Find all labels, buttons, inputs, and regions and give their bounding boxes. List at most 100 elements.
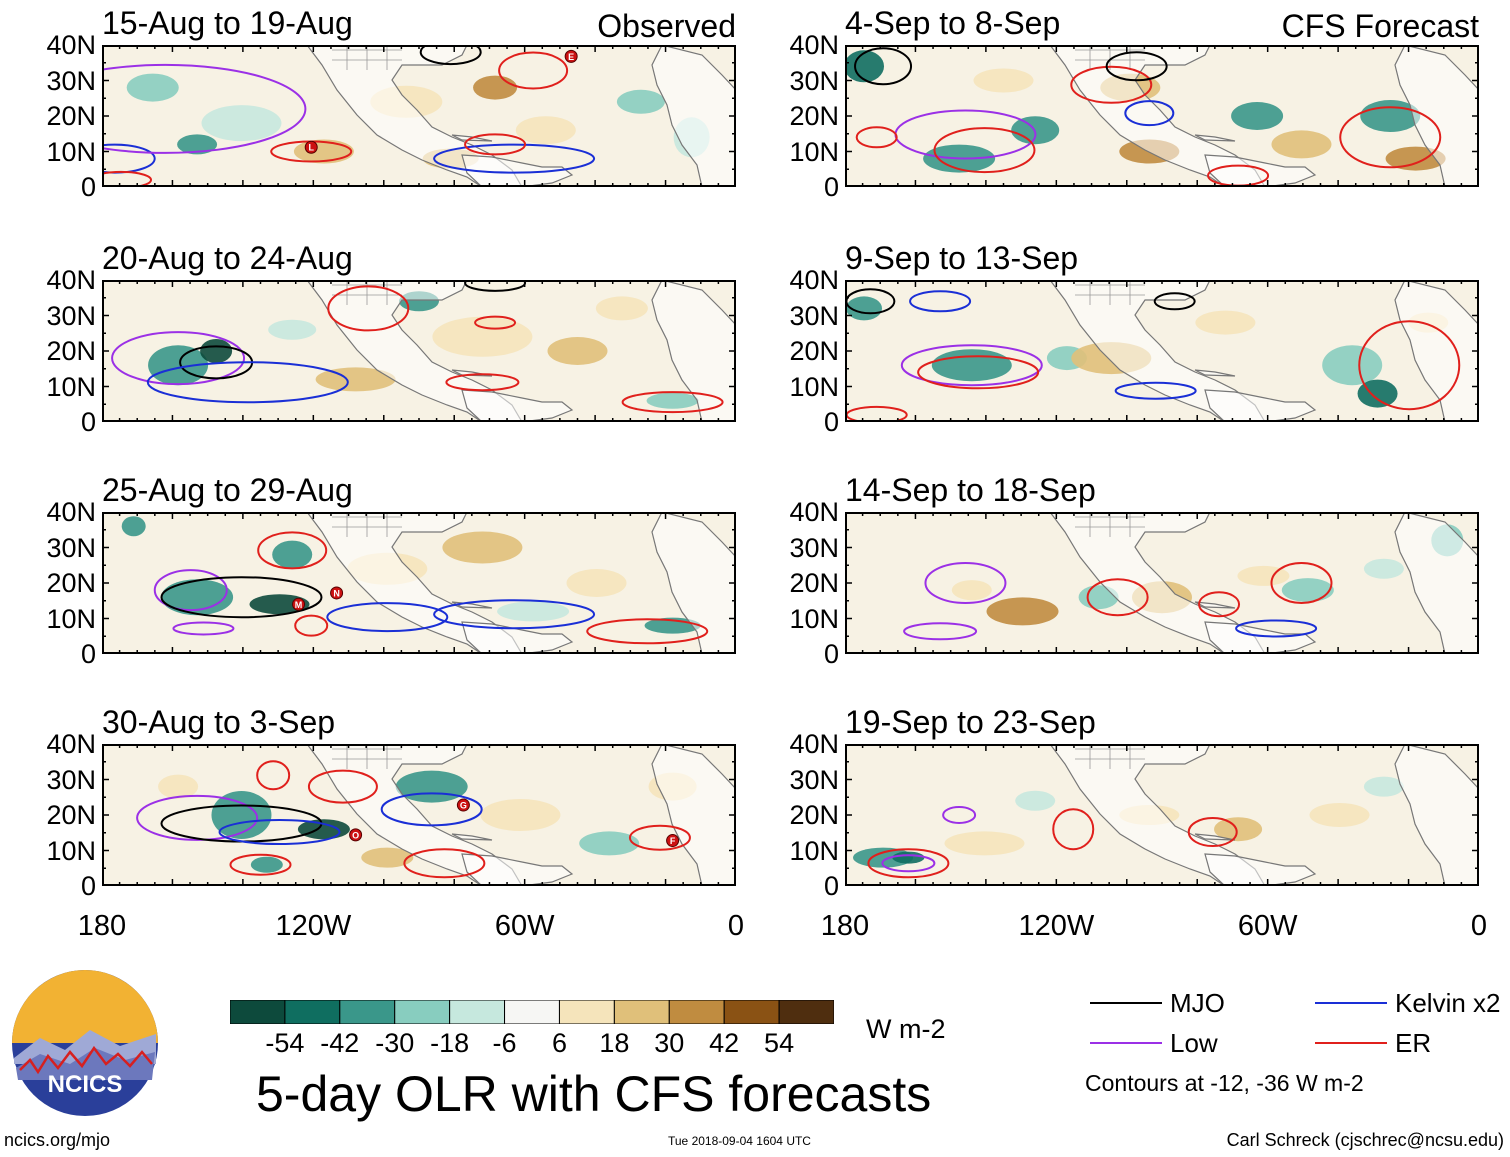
legend-line-mjo: [1090, 1002, 1162, 1004]
observed-panel-1-storm-symbol-0: [564, 49, 578, 63]
forecast-panel-2-ylabel-0: 40N: [789, 265, 839, 295]
forecast-panel-2-plot: [845, 280, 1479, 422]
forecast-panel-3-contour-1: [903, 622, 978, 641]
forecast-panel-3-plot: [845, 512, 1479, 654]
observed-panel-1-contour-6: [419, 45, 482, 66]
observed-panel-4-contour-2: [218, 819, 341, 846]
observed-panel-2-ylabel-2: 20N: [46, 336, 96, 366]
observed-panel-3-ylabel-2: 20N: [46, 568, 96, 598]
forecast-panel-3-africa: [1394, 512, 1479, 654]
observed-panel-2-contour-6: [474, 315, 517, 330]
forecast-panel-2-ylabel-3: 10N: [789, 371, 839, 402]
forecast-panel-1-ylabel-4: 0: [823, 172, 839, 202]
forecast-panel-3-caribbean: [1194, 601, 1236, 609]
colorbar-swatch-1: [284, 1000, 341, 1024]
colorbar-tick-0: -54: [265, 1028, 305, 1058]
observed-panel-2-plot: [102, 280, 736, 422]
observed-panel-3-ylabel-3: 10N: [46, 603, 96, 634]
observed-panel-4-ylabel-0: 40N: [46, 729, 96, 759]
observed-label: Observed: [597, 8, 736, 44]
forecast-panel-3-ylabel-1: 30N: [789, 532, 839, 563]
forecast-panel-2-ylabel-2: 20N: [789, 336, 839, 366]
forecast-panel-2-contour-1: [909, 290, 972, 313]
observed-panel-4-anomaly-8: [250, 856, 283, 873]
forecast-panel-3-contour-5: [1235, 619, 1318, 638]
observed-panel-1-south-america: [461, 154, 574, 187]
forecast-panel-4-anomaly-7: [1363, 776, 1404, 797]
observed-panel-1-contour-1: [102, 170, 153, 187]
legend-label-0: MJO: [1170, 988, 1225, 1018]
legend-note: Contours at -12, -36 W m-2: [1085, 1070, 1364, 1096]
observed-panel-1-ylabel-2: 20N: [46, 101, 96, 131]
forecast-panel-1-anomaly-6: [1271, 130, 1332, 159]
observed-panel-4-contour-0: [136, 794, 259, 841]
observed-panel-1-ylabel-0: 40N: [46, 30, 96, 60]
observed-panel-4-contour-4: [380, 792, 483, 827]
observed-panel-2-contours: [111, 280, 724, 414]
forecast-panel-3-title: 14-Sep to 18-Sep: [845, 472, 1096, 508]
forecast-panel-2-state-borders: [1075, 280, 1145, 305]
forecast-panel-2-anomaly-5: [1322, 345, 1383, 386]
observed-panel-2-anomaly-8: [595, 296, 648, 321]
forecast-panel-4-caribbean: [1194, 833, 1236, 841]
observed-panel-4-ylabel-1: 30N: [46, 764, 96, 795]
forecast-panel-2-contour-2: [900, 344, 1043, 387]
colorbar: [230, 1000, 834, 1024]
forecast-panel-2-anomaly-4: [1195, 310, 1256, 335]
forecast-panel-4-south-america: [1204, 853, 1317, 886]
forecast-panel-2-contour-4: [1114, 381, 1197, 400]
observed-panel-1-storm-marker-0: E: [564, 49, 578, 63]
forecast-panel-1-map: [845, 45, 1479, 187]
observed-panel-4-storm-label-2: F: [670, 836, 676, 846]
forecast-panel-4-plot: [845, 744, 1479, 886]
forecast-panel-4-contour-2: [942, 806, 977, 824]
observed-panel-2-contour-2: [146, 361, 349, 404]
observed-panel-2-tick-marks: [102, 280, 736, 422]
colorbar-swatch-10: [778, 1000, 834, 1024]
forecast-panel-4-ylabel-1: 30N: [789, 764, 839, 795]
observed-panel-1-anomaly-6: [616, 89, 665, 114]
observed-panel-4-africa: [651, 744, 736, 886]
forecast-panel-2-ylabel-4: 0: [823, 407, 839, 437]
forecast-panel-4-state-borders: [1075, 744, 1145, 769]
observed-panel-3-anomaly-0: [161, 579, 234, 616]
colorbar-tick-6: 18: [599, 1028, 630, 1058]
observed-panel-3-plot: MN: [102, 512, 736, 654]
observed-panel-3-ylabel-4: 0: [80, 639, 96, 669]
observed-panel-1-ylabel-3: 10N: [46, 136, 96, 167]
forecast-panel-2-anomaly-0: [846, 296, 883, 321]
colorbar-swatch-6: [558, 1000, 615, 1024]
observed-panel-2-anomaly-1: [200, 339, 233, 363]
colorbar-tick-3: -18: [430, 1028, 470, 1058]
observed-panel-3-storm-symbol-1: [330, 586, 344, 600]
observed-panel-3-storm-label-1: N: [333, 588, 340, 598]
observed-panel-3-tick-marks: [102, 512, 736, 654]
observed-panel-4-contour-7: [256, 760, 291, 791]
observed-panel-2-anomaly-5: [646, 392, 699, 409]
observed-panel-3-anomaly-2: [272, 540, 313, 569]
observed-panel-2-ylabel-3: 10N: [46, 371, 96, 402]
forecast-panel-1-ylabel-3: 10N: [789, 136, 839, 167]
forecast-panel-2-title: 9-Sep to 13-Sep: [845, 240, 1079, 276]
observed-panel-3-contour-7: [294, 614, 329, 637]
observed-panel-3-ylabel-0: 40N: [46, 497, 96, 527]
observed-panel-1-storm-marker-1: L: [304, 140, 318, 154]
forecast-panel-4-contours: [867, 806, 1238, 879]
observed-panel-3-contour-4: [433, 599, 596, 630]
observed-panel-4-tick-marks: [102, 744, 736, 886]
forecast-panel-4-ylabel-2: 20N: [789, 800, 839, 830]
forecast-panel-3-ylabel-0: 40N: [789, 497, 839, 527]
forecast-panel-3-state-lines: [1075, 512, 1145, 537]
forecast-panel-1-contour-0: [854, 47, 913, 86]
observed-panel-3-contour-1: [160, 576, 323, 619]
logo-red-line: [19, 1045, 153, 1075]
forecast-panel-1-contour-5: [1105, 51, 1168, 82]
observed-panel-3-contours: [153, 531, 709, 645]
observed-panel-4-anomaly-1: [297, 819, 350, 840]
forecast-panel-4-title: 19-Sep to 23-Sep: [845, 704, 1096, 740]
legend-label-1: Kelvin x2: [1395, 988, 1501, 1018]
forecast-panel-1-africa: [1394, 45, 1479, 187]
observed-panel-3-contour-6: [172, 621, 235, 636]
forecast-panel-4-ylabel-0: 40N: [789, 729, 839, 759]
